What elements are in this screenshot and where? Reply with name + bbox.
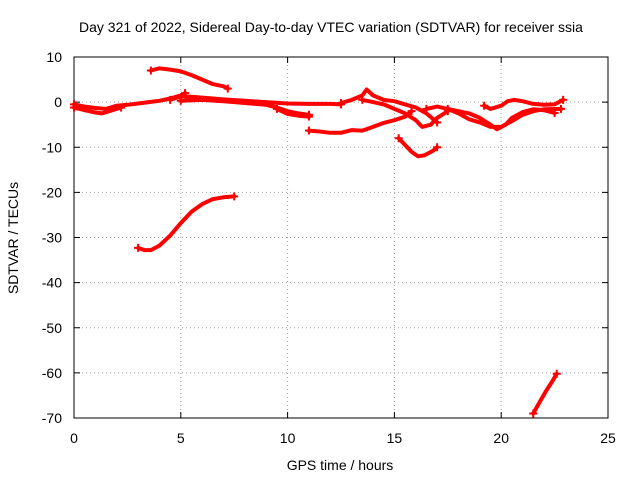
data-point-marker bbox=[70, 103, 78, 112]
series-arc-f bbox=[274, 106, 311, 119]
y-tick-label: 0 bbox=[54, 94, 62, 110]
series-arc-j bbox=[396, 136, 440, 159]
data-point-marker bbox=[422, 104, 431, 113]
data-point-marker bbox=[223, 84, 232, 93]
y-tick-label: -10 bbox=[42, 139, 62, 155]
series-arc-e bbox=[178, 97, 311, 117]
data-point-marker bbox=[337, 99, 345, 108]
data-point-marker bbox=[480, 101, 489, 110]
data-point-marker bbox=[146, 66, 155, 75]
data-point-marker bbox=[394, 134, 403, 143]
data-point-marker bbox=[407, 107, 416, 116]
data-series bbox=[70, 66, 568, 418]
x-tick-label: 0 bbox=[70, 430, 78, 446]
data-point-marker bbox=[176, 96, 185, 105]
y-tick-label: -50 bbox=[42, 320, 62, 336]
y-tick-label: -20 bbox=[42, 184, 62, 200]
data-point-marker bbox=[552, 369, 561, 378]
y-tick-label: -60 bbox=[42, 365, 62, 381]
y-axis-label: SDTVAR / TECUs bbox=[5, 182, 21, 294]
series-arc-m bbox=[482, 97, 566, 111]
data-point-marker bbox=[166, 95, 175, 104]
y-tick-label: 10 bbox=[46, 49, 62, 65]
data-point-marker bbox=[557, 104, 566, 113]
series-arc-l bbox=[445, 106, 563, 129]
data-point-marker bbox=[116, 103, 125, 112]
chart-title: Day 321 of 2022, Sidereal Day-to-day VTE… bbox=[79, 19, 583, 35]
data-point-marker bbox=[529, 409, 538, 418]
x-axis-label: GPS time / hours bbox=[287, 457, 394, 473]
series-arc-b bbox=[72, 105, 123, 116]
x-tick-label: 5 bbox=[177, 430, 185, 446]
x-tick-label: 15 bbox=[387, 430, 403, 446]
series-arc-h bbox=[339, 87, 440, 125]
data-point-marker bbox=[559, 95, 568, 104]
data-point-marker bbox=[304, 112, 313, 121]
x-tick-label: 10 bbox=[280, 430, 296, 446]
y-tick-label: -30 bbox=[42, 230, 62, 246]
y-tick-label: -70 bbox=[42, 410, 62, 426]
data-point-marker bbox=[304, 126, 313, 135]
series-arc-i bbox=[360, 97, 450, 129]
y-tick-label: -40 bbox=[42, 275, 62, 291]
data-point-marker bbox=[433, 143, 442, 152]
data-point-marker bbox=[230, 192, 239, 201]
data-point-marker bbox=[358, 95, 367, 104]
series-arc-d bbox=[168, 94, 343, 107]
x-tick-label: 20 bbox=[493, 430, 509, 446]
series-arc-c bbox=[148, 66, 230, 91]
series-arc-n bbox=[136, 194, 237, 253]
data-point-marker bbox=[443, 104, 452, 113]
data-point-marker bbox=[134, 243, 143, 252]
series-arc-o bbox=[531, 371, 559, 416]
data-point-marker bbox=[272, 104, 281, 113]
axis-ticks: 0 5 10 15 20 25 10 0 -10 -20 -30 -40 -50 -60 -70 bbox=[42, 49, 616, 446]
x-tick-label: 25 bbox=[600, 430, 616, 446]
series-arc-g bbox=[307, 109, 414, 135]
